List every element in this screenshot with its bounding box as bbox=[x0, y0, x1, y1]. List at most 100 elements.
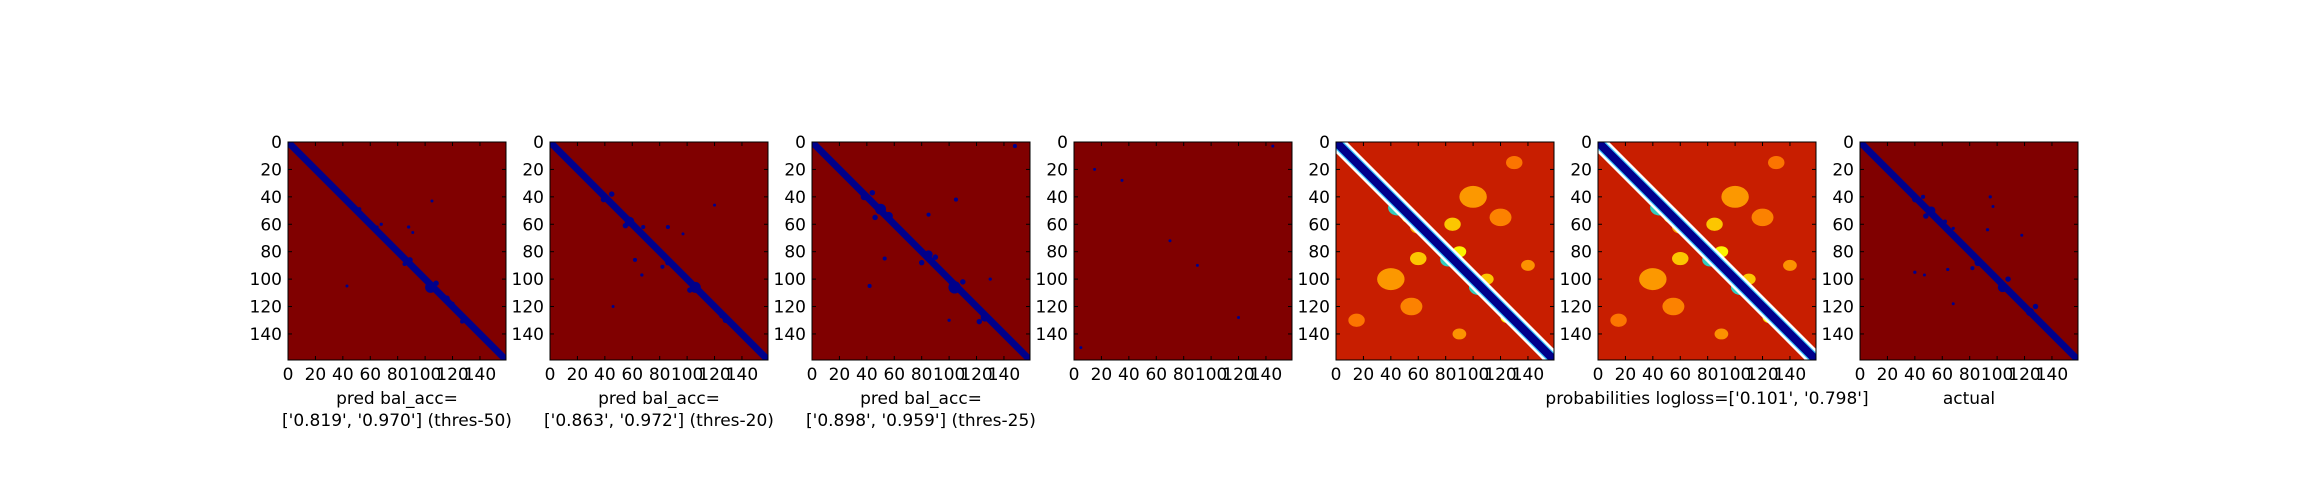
contact-point-1 bbox=[869, 189, 876, 196]
x-tick-label: 60 bbox=[359, 365, 381, 385]
probability-blob-12 bbox=[1662, 297, 1685, 316]
probability-blob-14 bbox=[1410, 251, 1427, 266]
probability-blob-18 bbox=[1714, 328, 1729, 340]
contact-point-13 bbox=[345, 284, 349, 288]
contact-point-0 bbox=[1093, 167, 1097, 171]
contact-point-3 bbox=[1195, 263, 1199, 267]
y-tick-label: 20 bbox=[1570, 160, 1592, 180]
x-tick-label: 60 bbox=[883, 365, 905, 385]
x-tick-label: 40 bbox=[1642, 365, 1664, 385]
y-tick-label: 60 bbox=[1046, 215, 1068, 235]
x-tick-label: 80 bbox=[1435, 365, 1457, 385]
y-tick-label: 40 bbox=[1570, 188, 1592, 208]
contact-point-14 bbox=[407, 225, 411, 229]
y-tick-label: 80 bbox=[784, 243, 806, 263]
diagonal-band bbox=[1598, 142, 1816, 360]
contact-point-2 bbox=[357, 207, 362, 212]
axes-frame bbox=[811, 141, 1031, 361]
probability-blob-18 bbox=[1452, 328, 1467, 340]
x-tick-label: 120 bbox=[1484, 365, 1516, 385]
contact-point-6 bbox=[433, 280, 439, 286]
x-tick-label: 100 bbox=[1195, 365, 1227, 385]
x-axis-label: ['0.819', '0.970'] (thres-50) bbox=[282, 411, 512, 431]
diagonal-band bbox=[812, 142, 1030, 360]
x-tick-label: 140 bbox=[464, 365, 496, 385]
y-tick-label: 100 bbox=[250, 270, 282, 290]
contact-point-11 bbox=[2032, 303, 2039, 310]
contact-point-15 bbox=[411, 230, 415, 234]
contact-point-14 bbox=[926, 212, 931, 217]
contact-point-6 bbox=[918, 259, 925, 266]
y-tick-label: 120 bbox=[1036, 298, 1068, 318]
y-tick-label: 0 bbox=[1057, 133, 1068, 153]
contact-point-13 bbox=[867, 283, 872, 289]
y-tick-label: 0 bbox=[1581, 133, 1592, 153]
x-tick-label: 100 bbox=[933, 365, 965, 385]
x-tick-label: 20 bbox=[305, 365, 327, 385]
contact-point-12 bbox=[1985, 228, 1990, 232]
probability-blob-16 bbox=[1348, 313, 1365, 327]
diagonal-band bbox=[1336, 142, 1554, 360]
diagonal-band bbox=[550, 142, 768, 360]
probability-blob-9 bbox=[1459, 185, 1487, 208]
y-tick-label: 120 bbox=[1560, 298, 1592, 318]
y-tick-label: 40 bbox=[784, 188, 806, 208]
y-tick-label: 80 bbox=[1308, 243, 1330, 263]
heatmap-image bbox=[1336, 142, 1554, 360]
axes-frame bbox=[1073, 141, 1293, 361]
probability-blob-13 bbox=[1706, 217, 1723, 231]
contact-point-1 bbox=[1921, 194, 1926, 199]
x-tick-label: 120 bbox=[1746, 365, 1778, 385]
contact-point-15 bbox=[713, 203, 717, 207]
probability-blob-11 bbox=[1489, 208, 1512, 227]
contact-point-17 bbox=[1988, 195, 1992, 199]
y-tick-label: 0 bbox=[1843, 133, 1854, 153]
probability-blob-10 bbox=[1377, 268, 1405, 291]
y-tick-label: 140 bbox=[250, 325, 282, 345]
probability-blob-13 bbox=[1444, 217, 1461, 231]
contact-point-11 bbox=[665, 224, 670, 230]
x-tick-label: 0 bbox=[283, 365, 294, 385]
x-tick-label: 40 bbox=[1380, 365, 1402, 385]
x-tick-label: 140 bbox=[988, 365, 1020, 385]
probability-blob-16 bbox=[1610, 313, 1627, 327]
y-tick-label: 20 bbox=[522, 160, 544, 180]
x-tick-label: 120 bbox=[436, 365, 468, 385]
x-tick-label: 40 bbox=[1118, 365, 1140, 385]
y-tick-label: 40 bbox=[1832, 188, 1854, 208]
contact-point-8 bbox=[1997, 282, 2008, 293]
y-tick-label: 80 bbox=[1832, 243, 1854, 263]
x-tick-label: 0 bbox=[1855, 365, 1866, 385]
x-tick-label: 140 bbox=[726, 365, 758, 385]
y-tick-label: 60 bbox=[522, 215, 544, 235]
contact-point-11 bbox=[976, 318, 983, 325]
x-tick-label: 80 bbox=[1959, 365, 1981, 385]
contact-point-3 bbox=[622, 222, 629, 229]
subplot-6: 0 20 40 60 80 100120140020406080100120140prob… bbox=[1545, 133, 1868, 409]
y-tick-label: 80 bbox=[522, 243, 544, 263]
x-tick-label: 120 bbox=[1222, 365, 1254, 385]
y-tick-label: 60 bbox=[784, 215, 806, 235]
contact-point-2 bbox=[875, 203, 887, 215]
contact-point-14 bbox=[1991, 204, 1995, 208]
contact-point-0 bbox=[600, 196, 607, 203]
x-tick-label: 100 bbox=[671, 365, 703, 385]
contact-point-15 bbox=[882, 256, 887, 261]
heatmap-image bbox=[812, 142, 1030, 360]
contact-point-13 bbox=[640, 273, 644, 277]
heatmap-image bbox=[1860, 142, 2078, 360]
contact-point-17 bbox=[947, 318, 951, 322]
y-tick-label: 80 bbox=[260, 243, 282, 263]
axes-frame bbox=[549, 141, 769, 361]
contact-point-5 bbox=[425, 281, 437, 293]
heatmap-image bbox=[288, 142, 506, 360]
y-tick-label: 100 bbox=[1036, 270, 1068, 290]
y-tick-label: 0 bbox=[533, 133, 544, 153]
subplot-1: 0 20 40 60 80 100120140020406080100120140pred… bbox=[250, 133, 512, 431]
probability-blob-15 bbox=[1768, 155, 1785, 170]
contact-point-9 bbox=[722, 317, 729, 323]
probability-blob-17 bbox=[1521, 259, 1535, 271]
x-tick-label: 60 bbox=[621, 365, 643, 385]
x-tick-label: 100 bbox=[1457, 365, 1489, 385]
